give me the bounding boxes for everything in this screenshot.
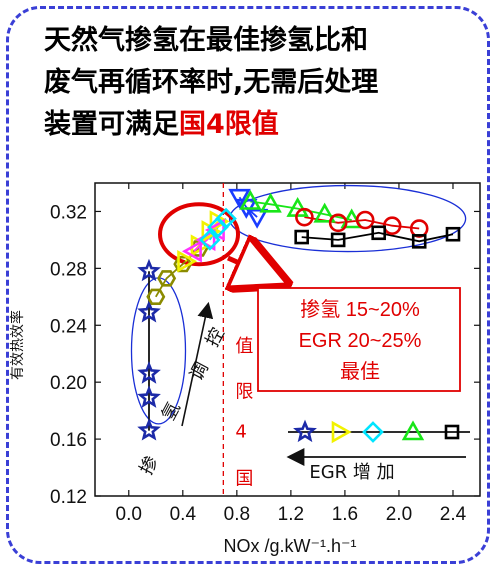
triangle-right-marker [331, 420, 352, 444]
series-line-square [301, 231, 454, 243]
circle-marker [328, 213, 348, 233]
circle-marker [295, 207, 314, 227]
x-tick-label: 2.0 [386, 504, 412, 525]
hydrogen-control-char: 氢 [158, 399, 185, 425]
triangle-up-marker [239, 189, 262, 210]
optimum-box-line: 掺氢 15~20% [300, 298, 420, 321]
triangle-left-marker [181, 240, 202, 263]
triangle-up-marker [259, 192, 282, 213]
star-marker [137, 258, 161, 282]
optimum-arrow [228, 258, 278, 280]
optimum-box [257, 287, 461, 392]
optimum-box-line: EGR 20~25% [299, 330, 422, 352]
high-nox-ellipse [228, 184, 467, 253]
y-tick-label: 0.28 [50, 259, 87, 280]
x-tick-label: 0.0 [116, 504, 142, 525]
triangle-down-marker [245, 208, 269, 229]
x-axis-label: NOx /g.kW⁻¹.h⁻¹ [223, 536, 356, 556]
square-marker [411, 234, 427, 249]
hydrogen-control-char: 控 [202, 325, 229, 351]
limit-label: 值限 4 国 [235, 336, 253, 489]
rounded-dashed-frame [6, 6, 490, 564]
limit-label-char: 国 [235, 469, 253, 490]
low-nox-ellipse [130, 277, 187, 425]
triangle-up-marker [313, 202, 336, 223]
grouping-ellipses [130, 184, 467, 425]
triangle-up-marker [401, 420, 425, 441]
axis-ticks [95, 183, 480, 497]
optimum-box-text: 掺氢 15~20% EGR 20~25% 最佳 [299, 298, 422, 383]
star-marker [137, 300, 161, 323]
square-marker [445, 226, 461, 242]
star-marker [137, 418, 161, 441]
limit-label-char: 4 [235, 422, 246, 443]
star-marker [137, 361, 161, 384]
x-tick-label: 1.6 [332, 504, 358, 525]
headline-line-3-prefix: 装置可满足 [44, 109, 179, 140]
hydrogen-control-char: 调 [186, 359, 213, 385]
data-markers [137, 188, 461, 441]
plot-area-frame [94, 182, 481, 497]
star-marker [293, 419, 317, 443]
hydrogen-control-char: 掺 [136, 453, 163, 479]
y-axis-label: 有效热效率 [9, 310, 26, 380]
y-tick-label: 0.12 [50, 487, 87, 508]
x-tick-label: 1.2 [278, 504, 304, 525]
square-marker [330, 232, 346, 248]
triangle-down-marker [228, 188, 251, 209]
square-marker [371, 225, 386, 241]
diamond-marker [215, 207, 237, 230]
optimum-ellipse [158, 202, 241, 267]
x-tick-label: 0.8 [224, 504, 250, 525]
diamond-marker [198, 229, 221, 251]
star-marker [137, 385, 161, 408]
headline-line-1: 天然气掺氢在最佳掺氢比和 [44, 25, 368, 56]
headline-line-2: 废气再循环率时,无需后处理 [44, 67, 379, 98]
limit-label-char: 限 [235, 382, 253, 403]
y-tick-label: 0.20 [50, 373, 87, 394]
y-tick-label: 0.32 [50, 202, 87, 223]
headline-line-3-red: 国4限值 [179, 109, 279, 140]
circle-marker [355, 210, 375, 230]
hexagon-marker [157, 270, 177, 287]
y-tick-label: 0.16 [50, 430, 87, 451]
tick-labels: 0.0 0.4 0.8 1.2 1.6 2.0 2.4 0.12 0.16 0.20 0.24 0.2… [50, 202, 467, 525]
x-tick-label: 0.4 [170, 504, 197, 525]
hexagon-marker [146, 288, 166, 306]
x-tick-label: 2.4 [440, 504, 467, 525]
legend-label: EGR 增 加 [309, 462, 394, 483]
triangle-right-marker [177, 250, 198, 273]
headline: 天然气掺氢在最佳掺氢比和 废气再循环率时,无需后处理 装置可满足国4限值 [44, 20, 464, 146]
egr-legend: EGR 增 加 [288, 419, 470, 483]
headline-line-3: 装置可满足国4限值 [44, 104, 464, 146]
annotation-arrows [181, 258, 466, 466]
limit-label-char: 值 [235, 336, 253, 357]
diamond-marker [362, 421, 384, 443]
optimum-box-line: 最佳 [340, 360, 380, 383]
hydrogen-control-arrow [181, 301, 214, 427]
y-tick-label: 0.24 [50, 316, 87, 337]
square-marker [444, 424, 460, 440]
